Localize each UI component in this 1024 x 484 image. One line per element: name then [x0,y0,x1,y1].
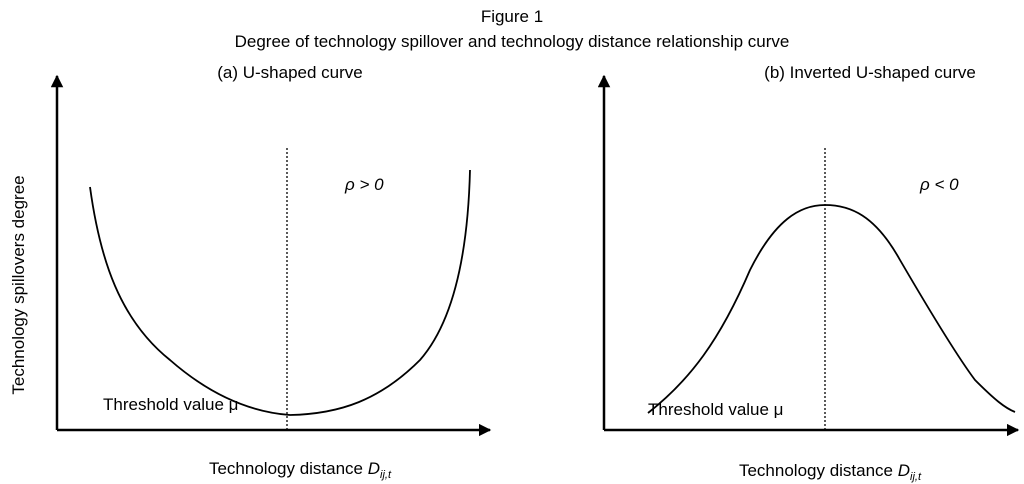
x-label-subscript: ij,t [910,471,922,483]
x-axis-label: Technology distance Dij,t [209,459,392,481]
y-axis-label: Technology spillovers degree [9,175,28,394]
figure-label: Figure 1 [481,7,543,26]
x-label-subscript: ij,t [380,469,392,481]
u-curve [89,169,471,416]
threshold-label: Threshold value μ [648,400,783,419]
rho-label: ρ > 0 [344,175,384,194]
x-label-symbol: D [898,461,910,480]
x-label-symbol: D [368,459,380,478]
rho-label: ρ < 0 [919,175,959,194]
x-label-text: Technology distance [739,461,898,480]
threshold-label: Threshold value μ [103,395,238,414]
inverted-u-curve [647,204,1016,414]
figure-title: Degree of technology spillover and techn… [235,32,790,51]
panel-title: (a) U-shaped curve [217,63,363,82]
x-axis-label: Technology distance Dij,t [739,461,922,483]
panel-title: (b) Inverted U-shaped curve [764,63,976,82]
x-label-text: Technology distance [209,459,368,478]
